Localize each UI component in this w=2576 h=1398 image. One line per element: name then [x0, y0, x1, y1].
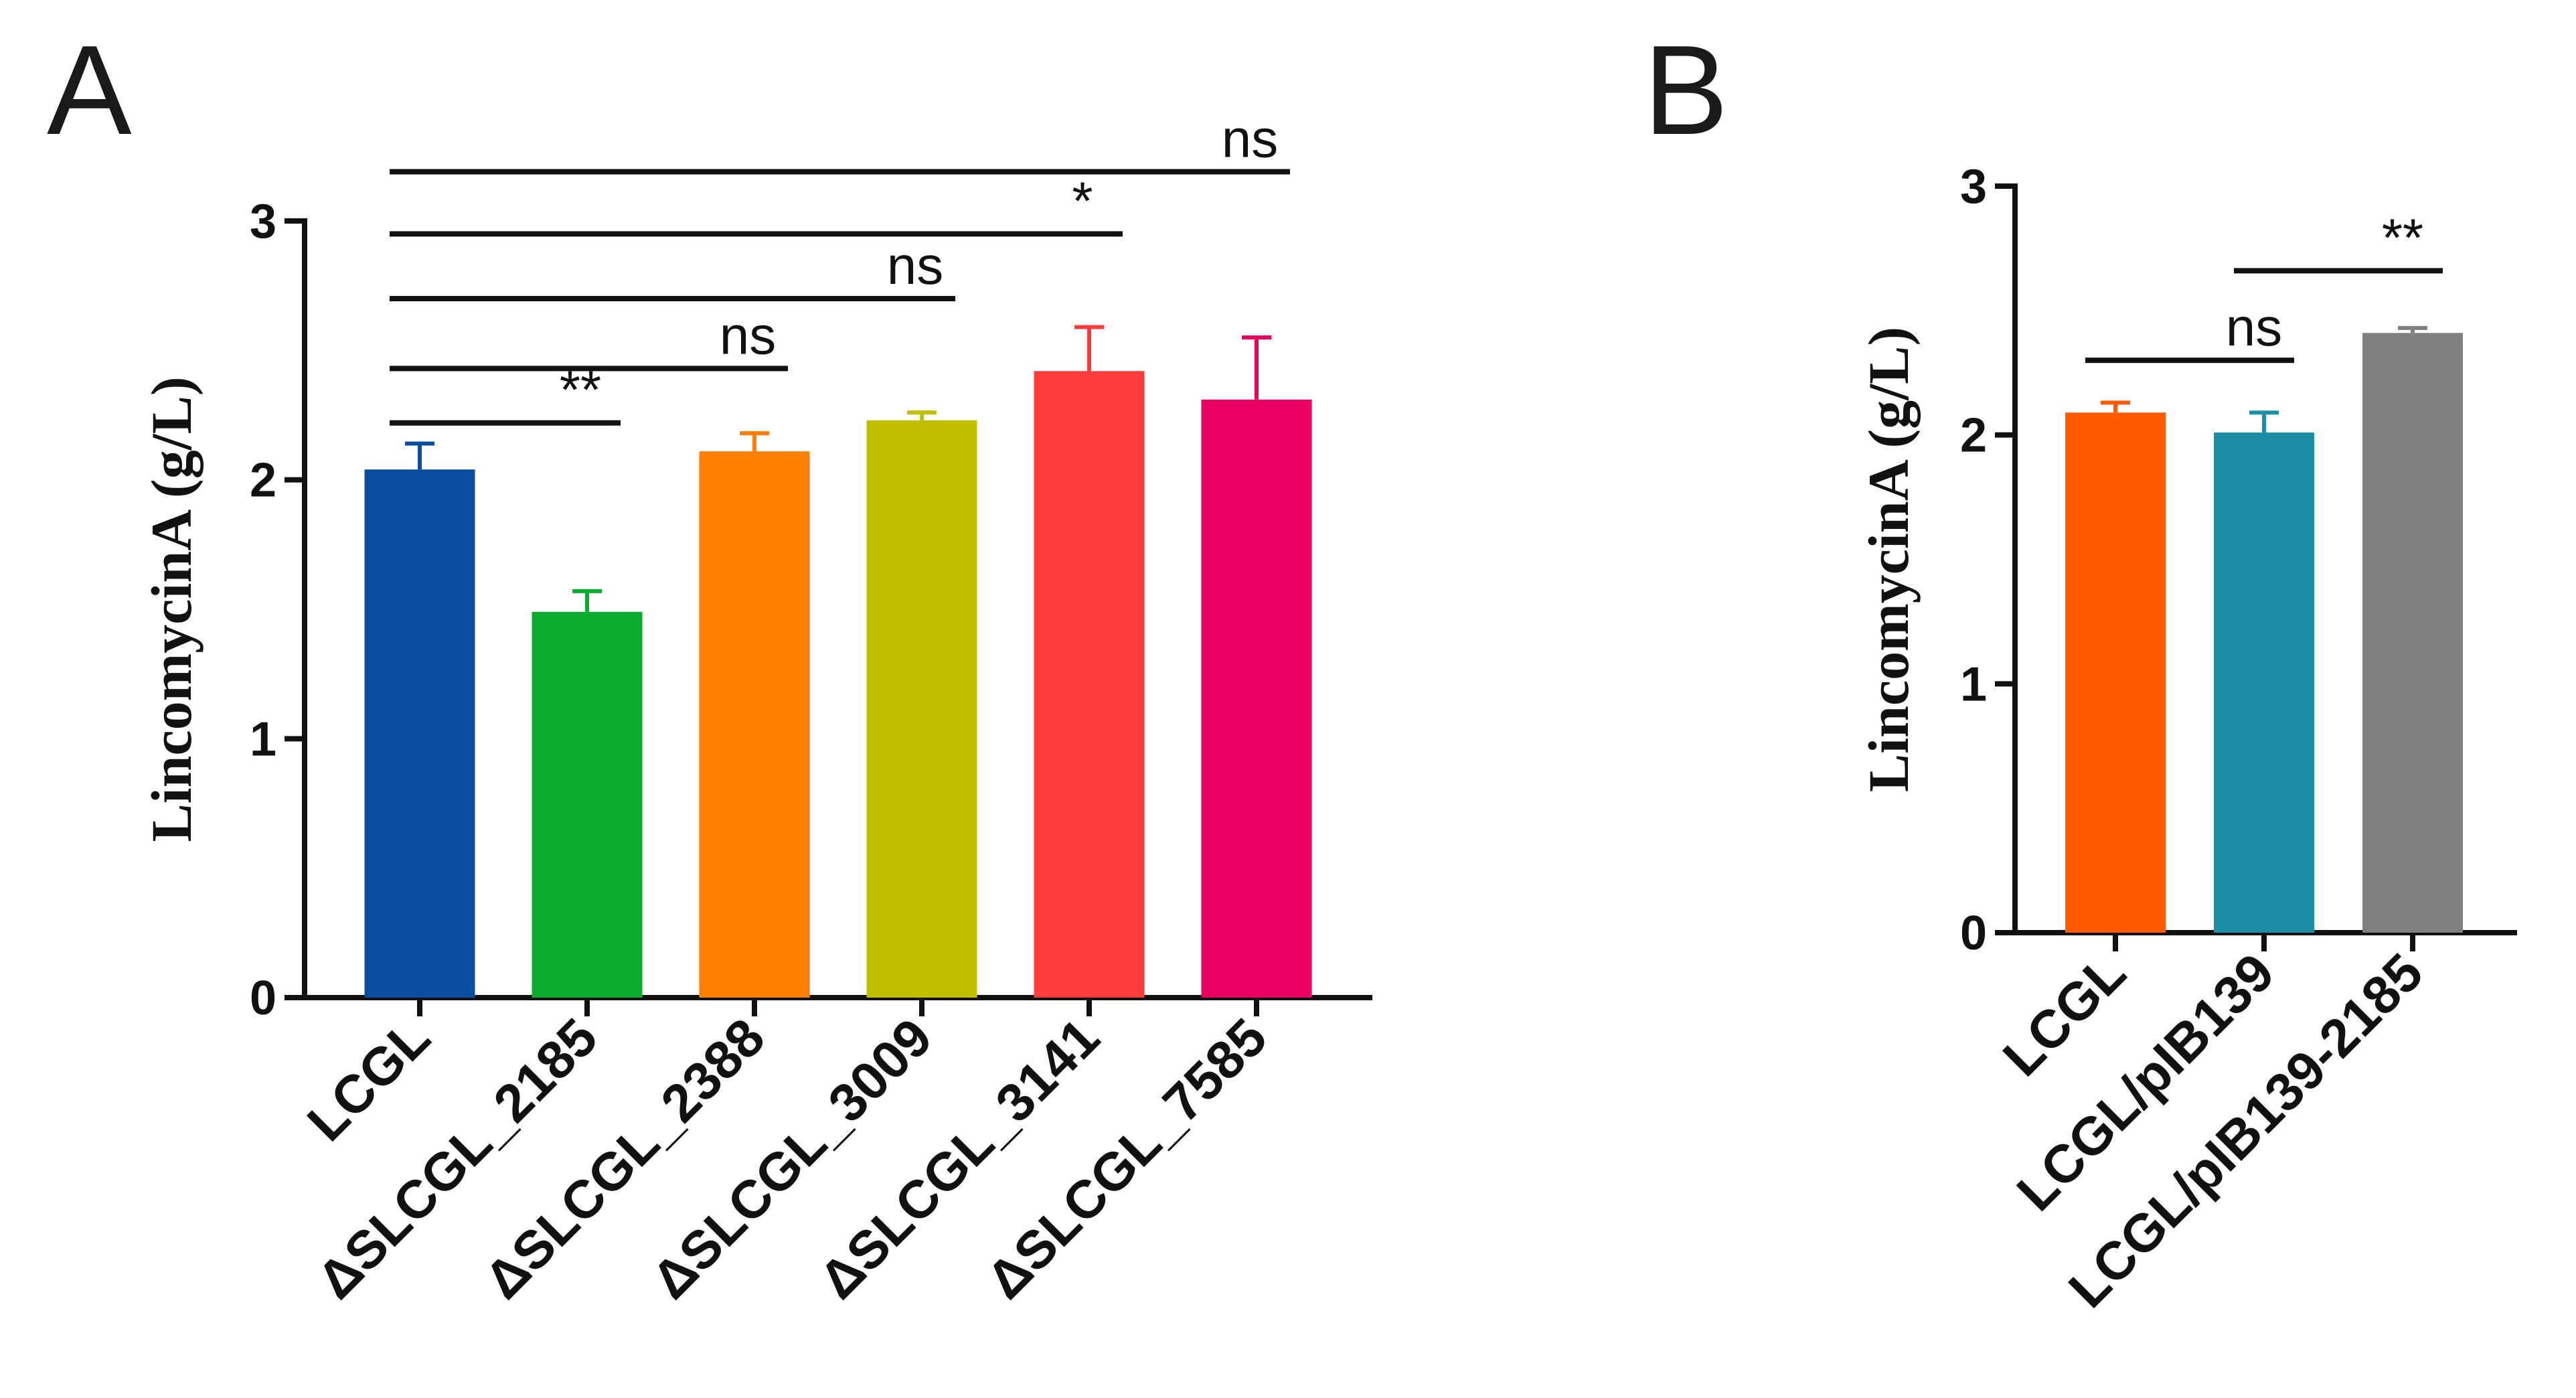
panel-letter-b: B: [1643, 19, 1728, 161]
x-category-label: LCGL: [296, 1007, 441, 1152]
significance-label: ns: [887, 236, 944, 295]
x-category-label: ΔSLCGL_2185: [305, 1007, 609, 1310]
significance-label: *: [1072, 171, 1093, 230]
x-category-label: ΔSLCGL_7585: [975, 1007, 1278, 1310]
chart-panel-b: LincomycinA (g/L)0123LCGLLCGL/pIB139LCGL…: [1856, 160, 2517, 1319]
x-category-label: ΔSLCGL_3009: [640, 1007, 943, 1310]
panel-letter-a: A: [47, 19, 132, 161]
x-category-label: ΔSLCGL_2388: [473, 1007, 776, 1310]
y-tick-label: 1: [1960, 657, 1987, 711]
y-tick-label: 1: [250, 712, 276, 766]
significance-label: ns: [2226, 297, 2283, 357]
bar: [364, 469, 475, 998]
significance-label: ns: [1222, 109, 1279, 169]
y-tick-label: 0: [250, 972, 276, 1025]
bar: [699, 451, 810, 998]
y-axis-title: LincomycinA (g/L): [139, 376, 204, 842]
y-axis-title: LincomycinA (g/L): [1856, 327, 1921, 792]
y-tick-label: 2: [250, 454, 276, 508]
x-category-label: ΔSLCGL_3141: [807, 1007, 1111, 1310]
bar: [1034, 371, 1145, 998]
significance-label: **: [2382, 208, 2423, 267]
y-tick-label: 2: [1960, 409, 1987, 463]
bar: [2065, 412, 2166, 933]
y-tick-label: 0: [1960, 907, 1987, 960]
bar: [866, 420, 977, 998]
bar: [1201, 399, 1312, 998]
x-category-label: LCGL: [1992, 942, 2137, 1087]
x-category-label: LCGL/pIB139: [2006, 942, 2285, 1222]
y-tick-label: 3: [1960, 160, 1987, 214]
bar: [2362, 333, 2463, 933]
significance-label: ns: [720, 305, 777, 365]
chart-panel-a: LincomycinA (g/L)0123LCGLΔSLCGL_2185ΔSLC…: [139, 109, 1372, 1310]
bar: [532, 611, 643, 998]
bar: [2214, 432, 2314, 933]
y-tick-label: 3: [250, 195, 276, 248]
